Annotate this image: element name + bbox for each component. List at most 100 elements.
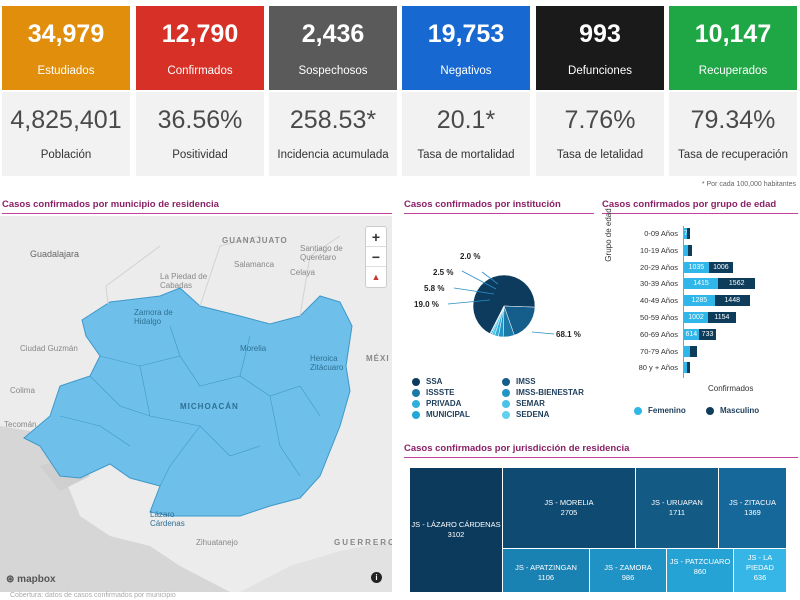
map-label: GUANAJUATO xyxy=(222,236,288,245)
map-svg[interactable] xyxy=(0,216,392,592)
age-bar-masculino[interactable]: 733 xyxy=(698,328,717,340)
age-bar-femenino[interactable]: 1415 xyxy=(684,278,718,290)
stat-label: Tasa de mortalidad xyxy=(417,149,515,161)
age-category-label: 50-59 Años xyxy=(640,313,678,322)
pie-data-label: 68.1 % xyxy=(556,330,581,339)
map-label: Zamora de Hidalgo xyxy=(134,308,173,326)
stat-value: 20.1* xyxy=(436,106,496,134)
legend-label: Masculino xyxy=(720,406,760,415)
institution-pie-chart xyxy=(447,270,555,338)
kpi-label: Estudiados xyxy=(37,65,95,77)
kpi-studied: 34,979 Estudiados xyxy=(2,6,130,90)
treemap-cell-value: 1106 xyxy=(537,573,555,582)
map-label: Morelia xyxy=(240,344,267,353)
age-bar-masculino[interactable]: 1154 xyxy=(708,312,736,323)
treemap-cell-lapiedad[interactable]: JS - LA PIEDAD 636 xyxy=(734,549,786,592)
legend-swatch xyxy=(412,399,420,408)
pie-slice-ssa[interactable] xyxy=(472,274,536,334)
treemap-cell-name: JS - LÁZARO CÁRDENAS xyxy=(411,520,501,529)
legend-item-ssa: SSA xyxy=(412,377,442,386)
legend-label: IMSS-BIENESTAR xyxy=(516,388,584,397)
age-bar-masculino[interactable] xyxy=(687,228,690,239)
zoom-out-button[interactable]: − xyxy=(366,247,386,267)
pie-slice-sedena[interactable] xyxy=(489,305,505,335)
age-bar-masculino[interactable] xyxy=(690,345,698,357)
legend-swatch xyxy=(412,410,420,419)
legend-label: IMSS xyxy=(516,377,536,386)
treemap-cell-lazaro[interactable]: JS - LÁZARO CÁRDENAS 3102 xyxy=(410,468,502,592)
legend-item-privada: PRIVADA xyxy=(412,399,461,408)
pie-leader-line xyxy=(447,299,491,305)
map-label: Guadalajara xyxy=(30,249,80,259)
age-bar-femenino[interactable]: 1035 xyxy=(684,261,709,273)
map-label: Colima xyxy=(10,386,35,395)
y-axis-label: Grupo de edad xyxy=(604,208,613,262)
stat-value: 36.56% xyxy=(157,106,243,134)
age-bar-femenino[interactable] xyxy=(684,244,688,256)
legend-label: Femenino xyxy=(648,406,686,415)
age-category-label: 20-29 Años xyxy=(640,262,678,272)
legend-swatch xyxy=(502,399,510,408)
kpi-suspected: 2,436 Sospechosos xyxy=(269,6,397,90)
kpi-value: 19,753 xyxy=(427,20,505,48)
kpi-row: 34,979 Estudiados 12,790 Confirmados 2,4… xyxy=(0,6,800,90)
legend-swatch xyxy=(502,388,510,397)
pie-data-label: 2.0 % xyxy=(460,252,481,261)
age-bar-femenino[interactable]: 70 xyxy=(684,228,687,239)
kpi-value: 10,147 xyxy=(694,20,772,48)
age-bar-femenino[interactable]: 1002 xyxy=(684,312,709,323)
age-category-label: 30-39 Años xyxy=(640,279,678,289)
stat-mortality: 20.1* Tasa de mortalidad xyxy=(402,92,530,176)
kpi-confirmed: 12,790 Confirmados xyxy=(136,6,264,90)
kpi-value: 12,790 xyxy=(161,20,239,48)
legend-item-sedena: SEDENA xyxy=(502,410,549,419)
age-bar-masculino[interactable]: 1448 xyxy=(714,295,750,307)
stat-label: Tasa de letalidad xyxy=(556,149,644,161)
treemap-cell-name: JS - PATZCUARO xyxy=(669,557,731,566)
kpi-value: 34,979 xyxy=(27,20,105,48)
pie-leader-line xyxy=(531,331,555,335)
legend-item-municipal: MUNICIPAL xyxy=(412,410,470,419)
legend-swatch xyxy=(634,406,642,415)
age-category-label: 10-19 Años xyxy=(640,245,678,255)
treemap-cell-apatzingan[interactable]: JS - APATZINGAN 1106 xyxy=(503,549,589,592)
age-bar-femenino[interactable]: 1285 xyxy=(684,295,715,307)
treemap-cell-name: JS - ZAMORA xyxy=(604,563,652,572)
treemap-cell-uruapan[interactable]: JS - URUAPAN 1711 xyxy=(636,468,718,548)
map-label: MÉXI xyxy=(366,354,390,363)
treemap-cell-name: JS - ZITACUA xyxy=(729,498,776,507)
pie-leader-line xyxy=(481,271,499,285)
pie-leader-line xyxy=(461,270,497,290)
age-bar-masculino[interactable]: 1562 xyxy=(717,278,756,290)
map-canvas[interactable]: GUANAJUATO Santiago de Querétaro Guadala… xyxy=(0,216,392,592)
map-label: GUERRERO xyxy=(334,538,392,547)
treemap-cell-zamora[interactable]: JS - ZAMORA 986 xyxy=(590,549,666,592)
legend-swatch xyxy=(412,377,420,386)
legend-swatch xyxy=(706,406,714,415)
age-category-label: 60-69 Años xyxy=(640,329,678,339)
mapbox-logo[interactable]: ⊛ mapbox xyxy=(6,574,56,585)
compass-icon[interactable]: ▲ xyxy=(371,272,381,282)
treemap-cell-name: JS - LA PIEDAD xyxy=(746,553,774,572)
info-icon[interactable]: i xyxy=(371,572,382,583)
age-bar-femenino[interactable]: 614 xyxy=(684,328,699,340)
zoom-in-button[interactable]: + xyxy=(366,227,386,247)
age-bar-masculino[interactable]: 1006 xyxy=(708,261,733,273)
age-bar-femenino[interactable] xyxy=(684,362,687,374)
treemap-cell-patzcuaro[interactable]: JS - PATZCUARO 860 xyxy=(667,549,733,592)
treemap-cell-name: JS - URUAPAN xyxy=(651,498,703,507)
stat-positivity: 36.56% Positividad xyxy=(136,92,264,176)
age-bar-masculino[interactable] xyxy=(687,244,692,256)
treemap-cell-zitacua[interactable]: JS - ZITACUA 1369 xyxy=(719,468,786,548)
age-bar-femenino[interactable] xyxy=(684,345,690,357)
treemap-cell-value: 3102 xyxy=(447,530,465,539)
kpi-negative: 19,753 Negativos xyxy=(402,6,530,90)
age-bar-masculino[interactable] xyxy=(687,362,690,374)
stat-lethality: 7.76% Tasa de letalidad xyxy=(536,92,664,176)
footer-note: Cobertura: datos de casos confirmados po… xyxy=(10,592,176,599)
pie-data-label: 5.8 % xyxy=(424,284,445,293)
treemap-cell-morelia[interactable]: JS - MORELIA 2705 xyxy=(503,468,635,548)
map-label: Heroica Zitácuaro xyxy=(310,354,344,372)
map-label: Santiago de Querétaro xyxy=(300,244,343,262)
legend-swatch xyxy=(412,388,420,397)
